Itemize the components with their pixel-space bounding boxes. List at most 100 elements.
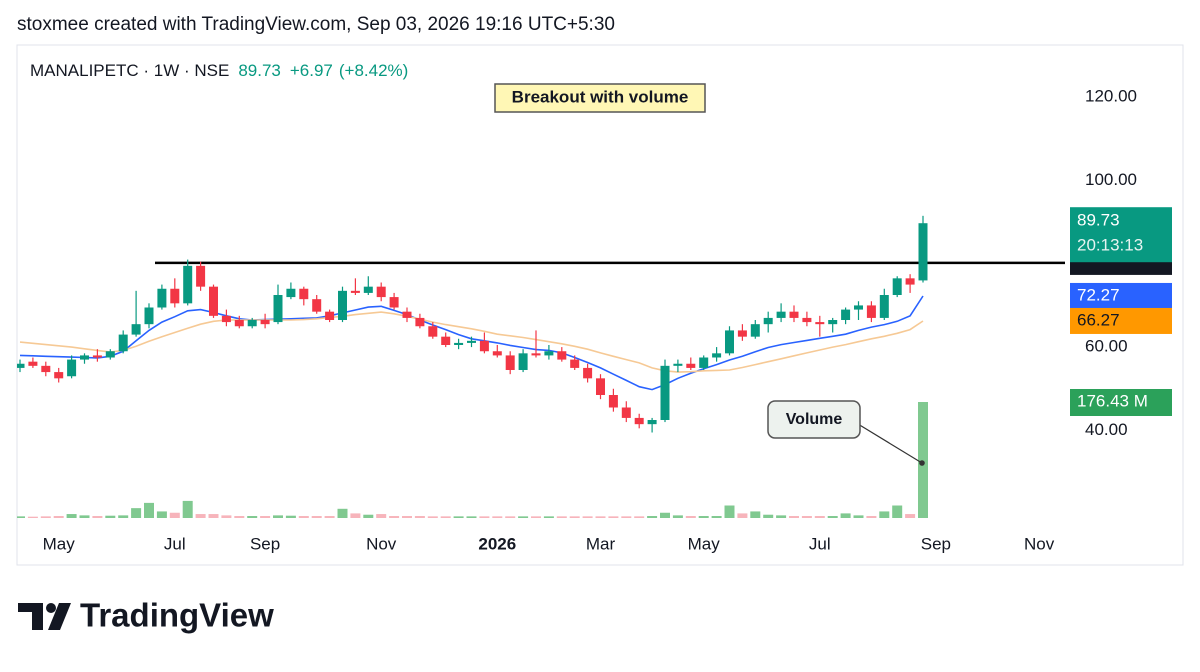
callout-dot [919,460,925,466]
volume-bar [905,514,916,518]
candle-body [454,342,464,345]
volume-bar [156,511,167,518]
ma-price-tag [1070,282,1172,309]
candle-body [789,311,799,318]
candle-body [879,295,889,318]
volume-bar [376,514,387,518]
y-tick-label: 100.00 [1085,170,1137,189]
symbol: MANALIPETC · 1W · NSE [30,61,229,80]
volume-bar [414,516,425,518]
volume-annotation: Volume [767,400,925,466]
candle-body [802,317,812,323]
candle-body [247,320,257,327]
volume-bar [866,516,877,518]
volume-bar [17,516,25,518]
candle-body [183,265,193,304]
volume-bar [285,515,296,518]
candle-body [815,322,825,325]
y-tick-label: 40.00 [1085,420,1128,439]
candle-body [854,305,863,310]
volume-bar [569,516,580,518]
volume-bar [776,515,787,518]
x-tick-label: May [43,534,76,553]
candle-body [80,355,89,360]
volume-bar [195,514,206,518]
volume-bar [801,516,812,518]
candle-body [866,305,876,318]
candle-body [196,265,206,287]
candle-body [299,288,309,300]
candle-body [209,286,218,316]
candle-body [286,288,296,298]
annotation-box [494,83,706,113]
level-price-tag [1070,260,1172,275]
candle-body [634,417,644,425]
candle-body [583,367,593,379]
moving-average-line [19,311,924,373]
volume-bar [260,516,271,518]
candle-body [41,365,51,373]
volume-bar [247,516,258,518]
candle-body [673,363,683,366]
candle-body [170,288,180,304]
candle-body [750,324,760,337]
candle-body [389,297,399,308]
candle-body [492,351,502,356]
last-price: 89.73 [238,61,281,80]
volume-bar [518,516,529,518]
ma-price-tag [1070,307,1172,334]
brand-logo: TradingView [18,597,274,634]
volume-bar [608,516,619,518]
volume-bar [402,516,412,518]
volume-bar [556,516,567,518]
candle-body [686,363,696,368]
candle-body [428,326,438,337]
volume-bar [350,513,361,518]
volume-label: 176.43 M [1077,391,1148,410]
candle-body [712,353,722,358]
candle-body [363,286,373,293]
callout-line [857,423,923,464]
candle-body [350,290,360,293]
candle-body [105,351,115,358]
candle-body [376,286,386,298]
callout-text: Volume [786,411,843,428]
candle-body [621,407,631,418]
volume-bar [273,515,283,518]
candle-body [92,355,102,358]
candle-body [737,330,747,337]
logo-dot [46,603,56,613]
chart-frame [16,44,1184,566]
volume-bar [595,516,606,518]
volume-bar [582,516,593,518]
axes: May Jul Sep Nov 2026 Mar May Jul Sep Nov 40.00 60.0… [43,87,1172,553]
volume-bar [208,514,219,518]
volume-bar [724,505,735,518]
candle-body [557,351,567,360]
volume-bar [53,516,64,518]
candle-body [221,315,231,323]
countdown-label: 20:13:13 [1077,236,1143,255]
volume-bar [389,516,400,518]
candle-body [415,317,425,327]
candle-body [67,359,77,377]
candle-body [131,324,141,335]
volume-bar [479,516,490,518]
candle-body [234,320,244,327]
candle-body [763,317,773,325]
y-tick-label: 60.00 [1085,337,1128,356]
x-tick-label: Jul [809,534,831,553]
symbol-line: MANALIPETC · 1W · NSE 89.73 +6.97 (+8.42%) [30,61,408,80]
x-tick-label: Nov [1024,534,1055,553]
x-tick-label: May [688,534,721,553]
annotation-text: Breakout with volume [512,87,689,106]
volume-bar [144,502,154,518]
candle-body [544,351,554,356]
candle-body [892,278,902,295]
candle-body [157,288,167,308]
candle-body [647,420,657,425]
candle-body [312,299,322,312]
volume-bar [634,516,645,518]
volume-bar [737,513,748,518]
